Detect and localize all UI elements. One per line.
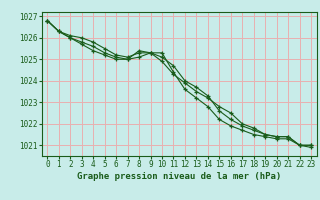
X-axis label: Graphe pression niveau de la mer (hPa): Graphe pression niveau de la mer (hPa) bbox=[77, 172, 281, 181]
